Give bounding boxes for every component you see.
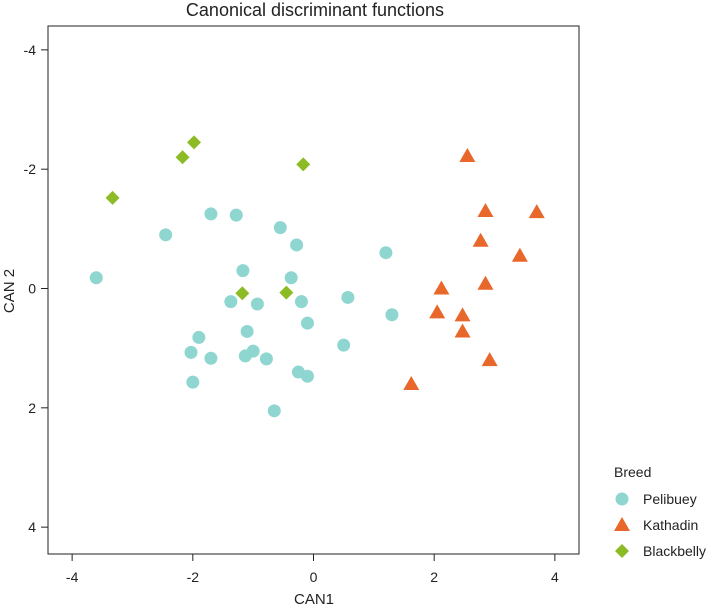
point-blackbelly bbox=[235, 286, 250, 301]
y-tick-label: 0 bbox=[28, 281, 36, 297]
point-pelibuey bbox=[184, 345, 198, 359]
legend-marker-blackbelly bbox=[615, 544, 629, 558]
point-pelibuey bbox=[250, 297, 264, 311]
legend-label-blackbelly: Blackbelly bbox=[643, 543, 706, 559]
point-pelibuey bbox=[238, 349, 252, 363]
point-kathadin bbox=[459, 148, 476, 163]
point-kathadin bbox=[433, 280, 450, 295]
legend: Breed Pelibuey Kathadin Blackbelly bbox=[614, 464, 706, 559]
point-kathadin bbox=[454, 307, 471, 322]
plot-area-frame bbox=[47, 25, 580, 555]
x-tick-label: -2 bbox=[187, 569, 200, 585]
point-blackbelly bbox=[105, 190, 120, 205]
legend-marker-kathadin bbox=[614, 517, 630, 531]
point-pelibuey bbox=[294, 295, 308, 309]
legend-title: Breed bbox=[614, 464, 651, 480]
point-pelibuey bbox=[267, 404, 281, 418]
point-kathadin bbox=[481, 352, 498, 367]
point-pelibuey bbox=[240, 324, 254, 338]
point-pelibuey bbox=[290, 238, 304, 252]
y-tick-label: -2 bbox=[24, 161, 37, 177]
legend-label-kathadin: Kathadin bbox=[643, 517, 698, 533]
point-pelibuey bbox=[300, 369, 314, 383]
y-tick-label: 4 bbox=[28, 519, 36, 535]
point-kathadin bbox=[477, 202, 494, 217]
point-kathadin bbox=[454, 323, 471, 338]
point-pelibuey bbox=[89, 271, 103, 285]
x-tick-label: 4 bbox=[551, 569, 559, 585]
y-tick-label: -4 bbox=[24, 42, 37, 58]
point-pelibuey bbox=[259, 352, 273, 366]
point-pelibuey bbox=[159, 228, 173, 242]
point-pelibuey bbox=[204, 351, 218, 365]
y-axis: -4 -2 0 2 4 bbox=[24, 42, 48, 535]
point-pelibuey bbox=[236, 264, 250, 278]
point-pelibuey bbox=[379, 246, 393, 260]
point-kathadin bbox=[528, 204, 545, 219]
point-kathadin bbox=[429, 304, 446, 319]
point-kathadin bbox=[472, 232, 489, 247]
x-tick-label: -4 bbox=[66, 569, 79, 585]
point-pelibuey bbox=[204, 207, 218, 221]
point-kathadin bbox=[511, 247, 528, 262]
point-blackbelly bbox=[175, 150, 190, 165]
point-pelibuey bbox=[224, 295, 238, 309]
x-tick-label: 0 bbox=[310, 569, 318, 585]
legend-label-pelibuey: Pelibuey bbox=[643, 491, 697, 507]
point-blackbelly bbox=[296, 157, 311, 172]
point-blackbelly bbox=[279, 285, 294, 300]
legend-marker-pelibuey bbox=[615, 492, 629, 506]
point-pelibuey bbox=[300, 316, 314, 330]
point-blackbelly bbox=[187, 135, 202, 150]
x-axis: -4 -2 0 2 4 bbox=[66, 554, 559, 585]
y-axis-title: CAN 2 bbox=[1, 269, 18, 313]
point-pelibuey bbox=[385, 308, 399, 322]
point-pelibuey bbox=[186, 375, 200, 389]
x-axis-title: CAN1 bbox=[294, 591, 334, 608]
x-tick-label: 2 bbox=[430, 569, 438, 585]
data-points bbox=[89, 135, 545, 418]
point-pelibuey bbox=[229, 208, 243, 222]
point-kathadin bbox=[403, 375, 420, 390]
point-pelibuey bbox=[337, 338, 351, 352]
point-pelibuey bbox=[192, 330, 206, 344]
point-pelibuey bbox=[341, 290, 355, 304]
y-tick-label: 2 bbox=[28, 400, 36, 416]
point-pelibuey bbox=[273, 221, 287, 235]
point-pelibuey bbox=[284, 271, 298, 285]
chart-title: Canonical discriminant functions bbox=[186, 0, 444, 20]
point-kathadin bbox=[477, 275, 494, 290]
